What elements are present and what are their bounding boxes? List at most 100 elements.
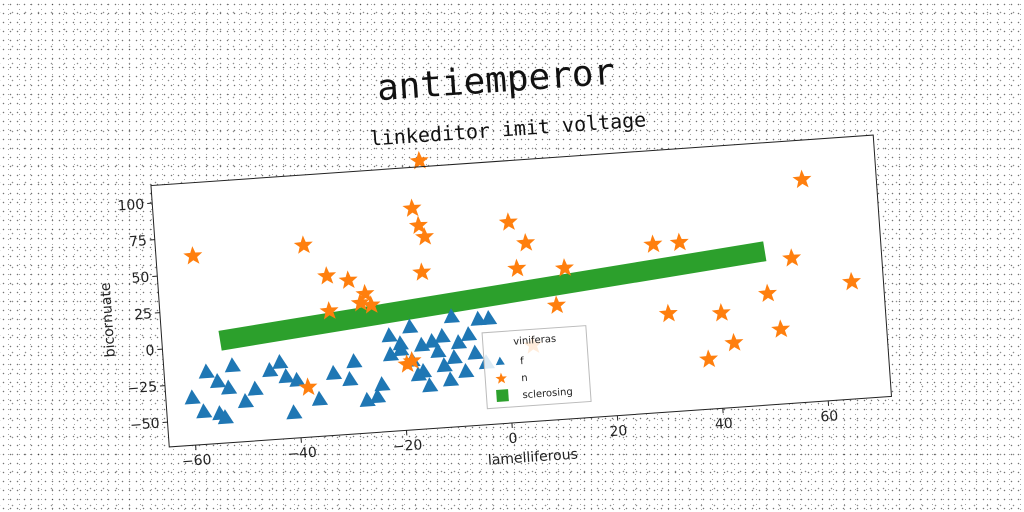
legend-marker-n bbox=[495, 372, 507, 384]
x-tick-label--20: −20 bbox=[392, 437, 423, 455]
point-n-29 bbox=[782, 248, 802, 267]
y-tick-label--25: −25 bbox=[127, 379, 158, 397]
point-n-28 bbox=[771, 319, 791, 338]
point-f-43 bbox=[381, 327, 398, 343]
point-n-19 bbox=[554, 258, 574, 277]
point-f-36 bbox=[467, 344, 484, 360]
legend: viniferas fn sclerosing bbox=[481, 325, 592, 410]
x-tick-label-60: 60 bbox=[820, 408, 839, 425]
point-n-14 bbox=[397, 354, 417, 373]
x-tick-label--40: −40 bbox=[287, 445, 318, 463]
point-n-31 bbox=[842, 271, 861, 291]
chart-title: antiemperor bbox=[376, 52, 617, 110]
point-f-12 bbox=[278, 368, 295, 384]
point-n-3 bbox=[319, 301, 339, 320]
point-n-21 bbox=[643, 234, 663, 253]
point-f-34 bbox=[458, 362, 475, 379]
point-f-17 bbox=[342, 371, 359, 387]
point-n-30 bbox=[792, 169, 812, 189]
point-f-44 bbox=[443, 308, 461, 324]
point-n-2 bbox=[317, 266, 337, 285]
point-f-16 bbox=[325, 364, 343, 380]
legend-label-sclerosing: sclerosing bbox=[522, 387, 573, 401]
point-f-14 bbox=[286, 404, 303, 420]
legend-label-n: n bbox=[521, 373, 528, 384]
point-n-24 bbox=[699, 349, 719, 368]
point-f-15 bbox=[311, 390, 329, 406]
point-n-22 bbox=[669, 232, 689, 252]
legend-entries: fn sclerosing bbox=[495, 356, 573, 402]
point-f-6 bbox=[217, 409, 234, 425]
point-f-33 bbox=[450, 334, 468, 350]
point-f-9 bbox=[247, 380, 264, 396]
x-tick-label-0: 0 bbox=[508, 431, 518, 448]
y-tick-label-75: 75 bbox=[129, 233, 148, 250]
y-tick-label-100: 100 bbox=[117, 197, 145, 215]
point-n-25 bbox=[711, 303, 731, 322]
point-n-8 bbox=[409, 150, 429, 170]
point-f-7 bbox=[224, 357, 241, 373]
point-f-31 bbox=[442, 371, 460, 387]
point-f-18 bbox=[346, 353, 363, 369]
point-f-41 bbox=[434, 327, 451, 344]
point-n-26 bbox=[724, 332, 744, 352]
point-f-20 bbox=[369, 388, 387, 404]
series-band-sclerosing bbox=[218, 241, 767, 351]
plot-area: −60 −40 −20 0 20 40 60 −50 −25 0 25 50 75 100 lamell… bbox=[98, 134, 893, 470]
point-f-21 bbox=[374, 376, 391, 392]
x-axis-label: lamelliferous bbox=[487, 446, 578, 468]
legend-label-f: f bbox=[520, 356, 525, 367]
point-n-9 bbox=[402, 198, 422, 217]
chart-subtitle: linkeditor imit voltage bbox=[369, 107, 647, 150]
legend-box bbox=[481, 325, 592, 410]
point-f-19 bbox=[359, 391, 376, 407]
point-f-11 bbox=[272, 353, 289, 370]
point-n-6 bbox=[355, 283, 375, 303]
x-axis-ticks: −60 −40 −20 0 20 40 60 bbox=[181, 400, 839, 470]
legend-marker-sclerosing bbox=[496, 389, 509, 402]
point-n-7 bbox=[361, 295, 381, 314]
point-f-4 bbox=[196, 403, 213, 419]
point-n-12 bbox=[412, 262, 432, 281]
x-tick-label-40: 40 bbox=[714, 416, 733, 433]
point-f-3 bbox=[221, 379, 238, 395]
plot-border bbox=[150, 134, 893, 448]
point-f-2 bbox=[209, 372, 227, 389]
point-f-27 bbox=[422, 377, 439, 393]
point-n-13 bbox=[298, 377, 318, 396]
legend-title: viniferas bbox=[513, 334, 557, 348]
point-f-45 bbox=[392, 335, 409, 351]
point-n-5 bbox=[350, 292, 370, 312]
y-tick-label--50: −50 bbox=[130, 416, 161, 434]
y-axis-ticks: −50 −25 0 25 50 75 100 bbox=[117, 197, 168, 434]
point-f-39 bbox=[481, 309, 498, 326]
point-n-16 bbox=[498, 212, 518, 231]
y-tick-label-25: 25 bbox=[134, 306, 153, 323]
point-f-30 bbox=[436, 357, 453, 373]
x-tick-label-20: 20 bbox=[609, 423, 628, 440]
point-f-8 bbox=[237, 393, 255, 409]
point-n-4 bbox=[338, 270, 358, 289]
point-f-22 bbox=[382, 346, 400, 362]
point-n-18 bbox=[507, 258, 527, 278]
point-f-32 bbox=[446, 349, 463, 365]
point-f-42 bbox=[402, 318, 419, 334]
point-f-1 bbox=[198, 363, 215, 379]
point-f-28 bbox=[424, 333, 441, 349]
point-f-10 bbox=[262, 361, 279, 378]
point-f-0 bbox=[184, 389, 201, 405]
point-n-0 bbox=[183, 246, 203, 265]
point-f-29 bbox=[430, 342, 447, 358]
y-axis-label: bicornuate bbox=[98, 282, 119, 358]
point-n-15 bbox=[402, 351, 422, 370]
point-n-11 bbox=[415, 226, 434, 246]
point-n-20 bbox=[546, 295, 566, 314]
legend-marker-f bbox=[495, 356, 505, 366]
y-tick-label-50: 50 bbox=[131, 270, 150, 287]
point-n-10 bbox=[408, 215, 428, 235]
x-tick-label--60: −60 bbox=[181, 452, 212, 470]
y-tick-label-0: 0 bbox=[145, 343, 155, 360]
point-f-35 bbox=[460, 326, 478, 342]
point-n-17 bbox=[516, 233, 536, 252]
